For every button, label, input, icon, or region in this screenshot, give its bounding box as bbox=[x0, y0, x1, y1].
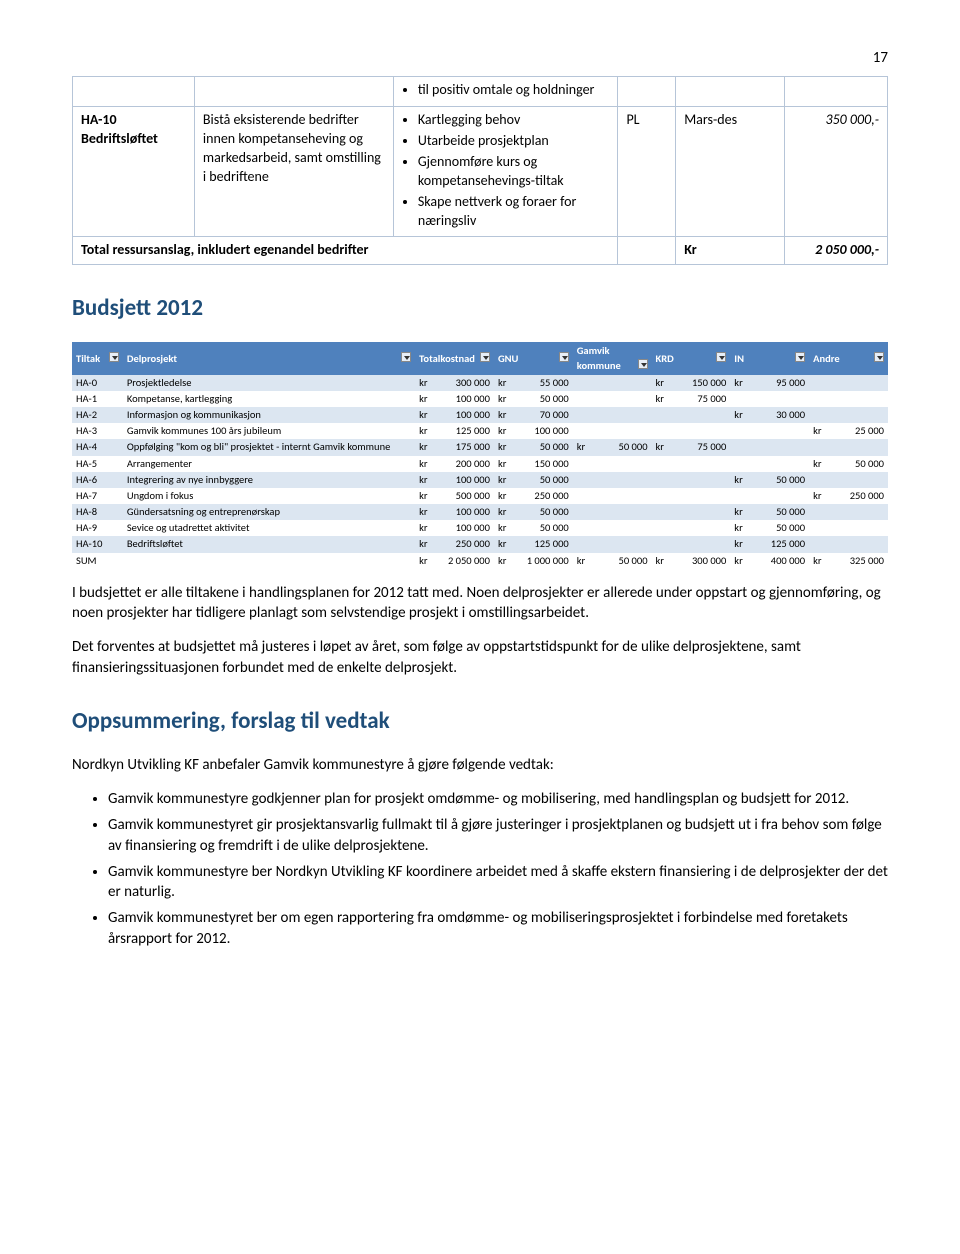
action-code: HA-10 bbox=[81, 111, 117, 128]
bullet-item: Utarbeide prosjektplan bbox=[418, 132, 610, 151]
filter-dropdown-icon[interactable] bbox=[638, 359, 648, 369]
budget-row: HA-1Kompetanse, kartleggingkr100 000kr50… bbox=[72, 391, 888, 407]
budget-row: HA-3Gamvik kommunes 100 års jubileumkr12… bbox=[72, 423, 888, 439]
budget-header: GNU bbox=[494, 342, 573, 374]
budget-row: HA-6Integrering av nye innbyggerekr100 0… bbox=[72, 472, 888, 488]
vedtak-item: Gamvik kommunestyre godkjenner plan for … bbox=[108, 789, 888, 809]
budget-row: HA-8Gündersatsning og entreprenørskapkr1… bbox=[72, 504, 888, 520]
action-total-kr: Kr bbox=[676, 237, 785, 265]
filter-dropdown-icon[interactable] bbox=[401, 352, 411, 362]
vedtak-list: Gamvik kommunestyre godkjenner plan for … bbox=[72, 789, 888, 949]
budget-row: HA-10Bedriftsløftetkr250 000kr125 000kr1… bbox=[72, 536, 888, 552]
budget-row: SUMkr2 050 000kr1 000 000kr50 000kr300 0… bbox=[72, 553, 888, 569]
budget-header: Delprosjekt bbox=[123, 342, 415, 374]
budget-header: KRD bbox=[652, 342, 731, 374]
bullet-item: Gjennomføre kurs og kompetansehevings-ti… bbox=[418, 153, 610, 191]
budget-header: Andre bbox=[809, 342, 888, 374]
budget-header: Gamvik kommune bbox=[573, 342, 652, 374]
para-2: Det forventes at budsjettet må justeres … bbox=[72, 637, 888, 678]
filter-dropdown-icon[interactable] bbox=[109, 352, 119, 362]
filter-dropdown-icon[interactable] bbox=[795, 352, 805, 362]
bullet-item: Kartlegging behov bbox=[418, 111, 610, 130]
page-number: 17 bbox=[72, 48, 888, 68]
budget-row: HA-5Arrangementerkr200 000kr150 000kr50 … bbox=[72, 456, 888, 472]
summary-heading: Oppsummering, forslag til vedtak bbox=[72, 706, 888, 737]
action-desc: Bistå eksisterende bedrifter innen kompe… bbox=[194, 107, 393, 237]
budget-header: Tiltak bbox=[72, 342, 123, 374]
vedtak-item: Gamvik kommunestyret ber om egen rapport… bbox=[108, 908, 888, 949]
action-pl: PL bbox=[618, 107, 676, 237]
filter-dropdown-icon[interactable] bbox=[716, 352, 726, 362]
budget-row: HA-4Oppfølging "kom og bli" prosjektet -… bbox=[72, 439, 888, 455]
budget-heading: Budsjett 2012 bbox=[72, 293, 888, 324]
action-code-label: Bedriftsløftet bbox=[81, 130, 158, 147]
action-time: Mars-des bbox=[676, 107, 785, 237]
vedtak-intro: Nordkyn Utvikling KF anbefaler Gamvik ko… bbox=[72, 755, 888, 775]
action-total-amount: 2 050 000,- bbox=[785, 237, 888, 265]
filter-dropdown-icon[interactable] bbox=[874, 352, 884, 362]
budget-header: Totalkostnad bbox=[415, 342, 494, 374]
budget-row: HA-7Ungdom i fokuskr500 000kr250 000kr25… bbox=[72, 488, 888, 504]
action-amount: 350 000,- bbox=[785, 107, 888, 237]
budget-row: HA-2Informasjon og kommunikasjonkr100 00… bbox=[72, 407, 888, 423]
vedtak-item: Gamvik kommunestyret gir prosjektansvarl… bbox=[108, 815, 888, 856]
bullet-item: Skape nettverk og foraer for næringsliv bbox=[418, 193, 610, 231]
budget-header: IN bbox=[730, 342, 809, 374]
para-1: I budsjettet er alle tiltakene i handlin… bbox=[72, 583, 888, 624]
action-total-label: Total ressursanslag, inkludert egenandel… bbox=[73, 237, 618, 265]
bullet-item: til positiv omtale og holdninger bbox=[418, 81, 610, 100]
vedtak-item: Gamvik kommunestyre ber Nordkyn Utviklin… bbox=[108, 862, 888, 903]
action-table: til positiv omtale og holdninger HA-10 B… bbox=[72, 76, 888, 265]
budget-row: HA-0Prosjektledelsekr300 000kr55 000kr15… bbox=[72, 375, 888, 391]
budget-row: HA-9Sevice og utadrettet aktivitetkr100 … bbox=[72, 520, 888, 536]
filter-dropdown-icon[interactable] bbox=[480, 352, 490, 362]
budget-table: TiltakDelprosjektTotalkostnadGNUGamvik k… bbox=[72, 342, 888, 568]
filter-dropdown-icon[interactable] bbox=[559, 352, 569, 362]
